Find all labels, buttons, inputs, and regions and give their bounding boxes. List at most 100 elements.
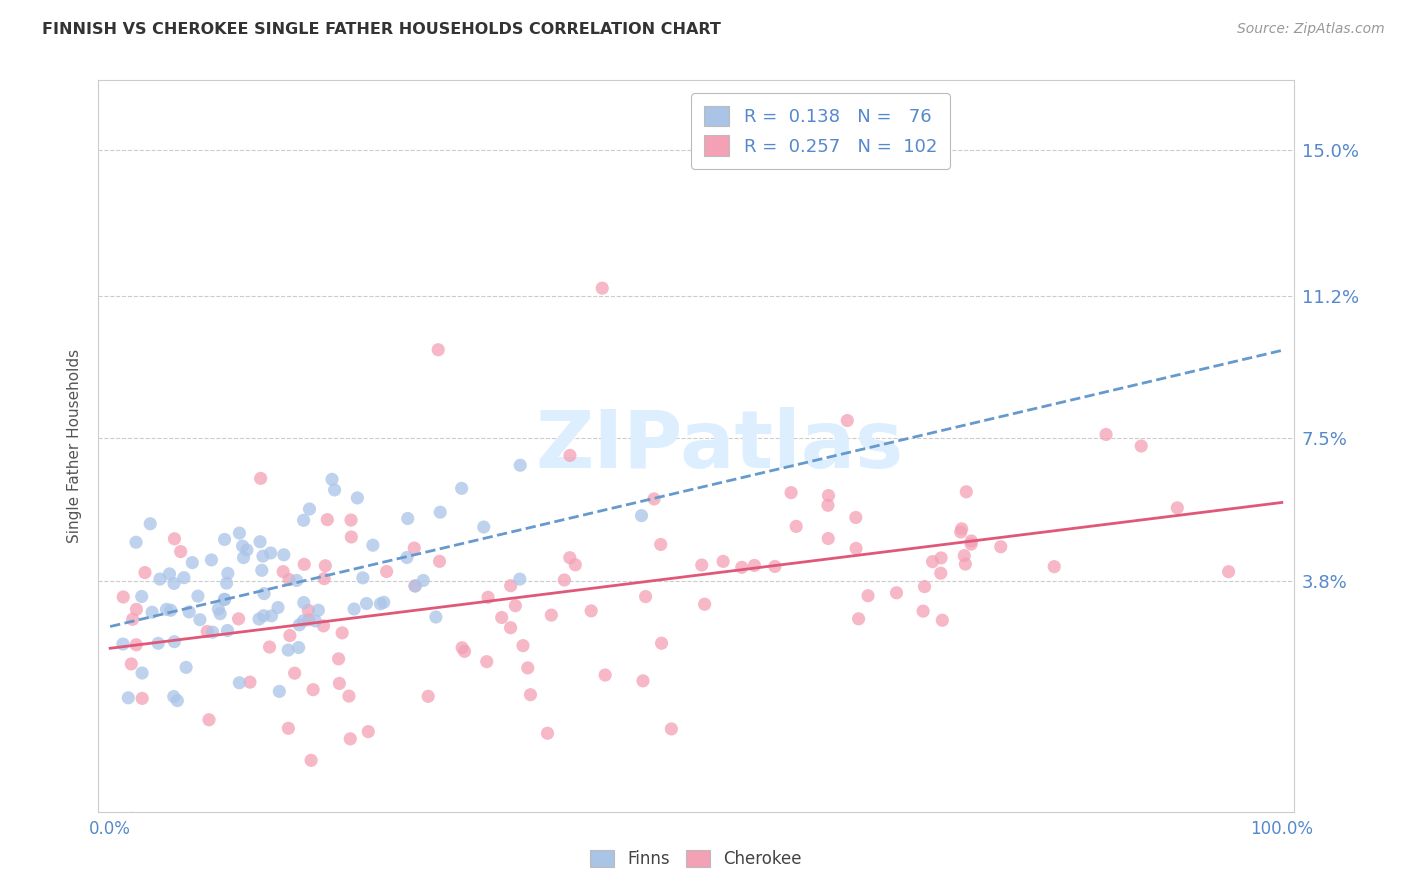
Point [929, 566, 952, 581]
Point [330, 625, 353, 640]
Point [232, 550, 254, 565]
Point [131, 665, 153, 680]
Point [536, 726, 558, 740]
Point [509, 458, 531, 473]
Point [207, 602, 229, 616]
Point [340, 513, 363, 527]
Point [553, 573, 575, 587]
Point [990, 540, 1012, 554]
Point [950, 522, 973, 536]
Point [475, 655, 498, 669]
Text: ZIPatlas: ZIPatlas [536, 407, 904, 485]
Point [209, 607, 232, 621]
Point [232, 539, 254, 553]
Point [247, 612, 270, 626]
Point [288, 618, 311, 632]
Point [195, 624, 218, 639]
Point [650, 537, 672, 551]
Point [273, 548, 295, 562]
Point [404, 541, 426, 555]
Point [499, 579, 522, 593]
Point [163, 634, 186, 648]
Point [357, 724, 380, 739]
Point [540, 608, 562, 623]
Point [163, 690, 186, 704]
Point [346, 491, 368, 505]
Point [155, 602, 177, 616]
Point [558, 550, 581, 565]
Legend: Finns, Cherokee: Finns, Cherokee [582, 842, 810, 877]
Point [117, 690, 139, 705]
Point [307, 603, 329, 617]
Point [215, 576, 238, 591]
Point [141, 605, 163, 619]
Point [693, 597, 716, 611]
Point [125, 602, 148, 616]
Point [277, 643, 299, 657]
Point [744, 558, 766, 573]
Point [340, 530, 363, 544]
Point [111, 637, 134, 651]
Point [148, 636, 170, 650]
Point [579, 604, 602, 618]
Point [404, 579, 426, 593]
Point [848, 612, 870, 626]
Point [395, 550, 418, 565]
Point [453, 644, 475, 658]
Point [297, 603, 319, 617]
Point [187, 589, 209, 603]
Point [287, 640, 309, 655]
Point [856, 589, 879, 603]
Point [343, 602, 366, 616]
Point [516, 661, 538, 675]
Point [630, 508, 652, 523]
Point [188, 613, 211, 627]
Point [886, 586, 908, 600]
Point [845, 510, 868, 524]
Point [131, 691, 153, 706]
Point [837, 413, 859, 427]
Point [361, 538, 384, 552]
Point [277, 721, 299, 735]
Point [373, 595, 395, 609]
Point [1095, 427, 1118, 442]
Point [845, 541, 868, 556]
Point [817, 498, 839, 512]
Point [519, 688, 541, 702]
Point [634, 590, 657, 604]
Point [298, 502, 321, 516]
Point [228, 612, 250, 626]
Point [214, 592, 236, 607]
Point [260, 546, 283, 560]
Point [328, 652, 350, 666]
Point [214, 533, 236, 547]
Point [929, 550, 952, 565]
Point [505, 599, 527, 613]
Point [450, 481, 472, 495]
Point [912, 604, 935, 618]
Point [200, 553, 222, 567]
Point [267, 600, 290, 615]
Point [370, 597, 392, 611]
Point [425, 610, 447, 624]
Point [304, 614, 326, 628]
Point [169, 544, 191, 558]
Point [412, 574, 434, 588]
Point [312, 619, 335, 633]
Point [284, 666, 307, 681]
Point [356, 597, 378, 611]
Point [292, 596, 315, 610]
Point [763, 559, 786, 574]
Point [817, 489, 839, 503]
Point [914, 580, 936, 594]
Point [960, 533, 983, 548]
Point [121, 612, 143, 626]
Point [179, 605, 201, 619]
Point [631, 673, 654, 688]
Point [201, 625, 224, 640]
Point [163, 532, 186, 546]
Point [125, 535, 148, 549]
Point [131, 590, 153, 604]
Point [269, 684, 291, 698]
Point [949, 524, 972, 539]
